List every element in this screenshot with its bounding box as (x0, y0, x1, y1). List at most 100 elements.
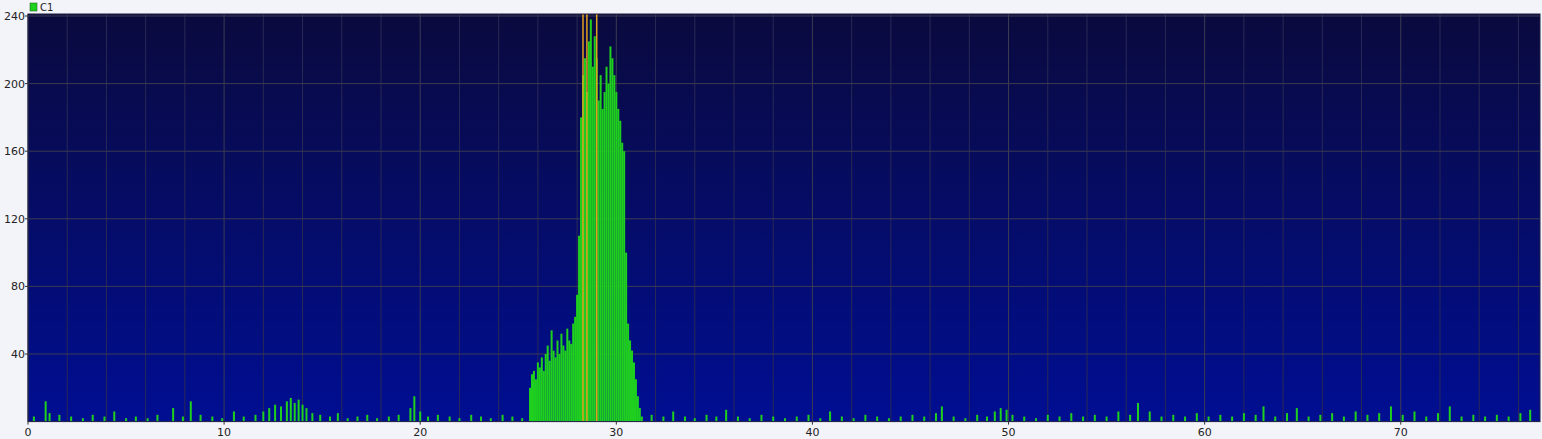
bar (694, 418, 696, 421)
bar (976, 415, 978, 422)
minor-grid-line (67, 14, 68, 422)
bar (611, 58, 613, 421)
bar (1519, 413, 1521, 421)
minor-grid-line (1047, 14, 1048, 422)
tick-label: 50 (1002, 426, 1016, 439)
bar (808, 415, 810, 422)
grid-line (812, 14, 813, 422)
tick-label: 240 (4, 10, 25, 23)
grid (28, 14, 1540, 422)
bar (1529, 410, 1531, 422)
bar (233, 411, 235, 421)
bar (1378, 413, 1380, 421)
tick-mark (25, 151, 28, 152)
bar (1425, 417, 1427, 422)
bar (1129, 415, 1131, 422)
tick-label: 200 (4, 78, 25, 91)
tick-mark (1400, 422, 1401, 425)
bar (555, 357, 557, 421)
minor-grid-line (1361, 14, 1362, 422)
bar (760, 415, 762, 422)
bar (298, 400, 300, 422)
bar (672, 411, 674, 421)
plot-frame (28, 14, 1540, 422)
bar (1059, 417, 1061, 422)
minor-grid-line (1479, 14, 1480, 422)
legend: C1 (30, 2, 53, 13)
bar (1262, 406, 1264, 421)
bar (619, 121, 621, 422)
bar (33, 417, 35, 422)
bar (1137, 403, 1139, 422)
bar (113, 411, 115, 421)
grid-line (28, 354, 1540, 355)
bar (662, 417, 664, 422)
bar (953, 417, 955, 422)
bar (356, 417, 358, 422)
bar (964, 418, 966, 421)
minor-grid-line (1283, 14, 1284, 422)
bar (190, 401, 192, 421)
tick-label: 70 (1394, 426, 1408, 439)
bar (911, 415, 913, 422)
legend-label: C1 (40, 2, 53, 13)
bar (388, 417, 390, 422)
bar (1343, 417, 1345, 422)
bar (625, 253, 627, 422)
grid-line (28, 286, 1540, 287)
tick-label: 0 (25, 426, 32, 439)
minor-grid-line (1126, 14, 1127, 422)
bar (347, 418, 349, 421)
bar (398, 415, 400, 422)
bar (572, 324, 574, 422)
bar (1286, 413, 1288, 421)
bar (409, 408, 411, 422)
bar (92, 415, 94, 422)
bar (135, 417, 137, 422)
bar (1461, 417, 1463, 422)
bar (888, 418, 890, 421)
bar (560, 334, 562, 422)
bar (521, 418, 523, 421)
bar (584, 58, 586, 421)
bar (941, 406, 943, 421)
minor-grid-line (851, 14, 852, 422)
bar (592, 67, 594, 422)
bar (684, 417, 686, 422)
bar (254, 415, 256, 422)
bar (558, 354, 560, 422)
bar (502, 415, 504, 422)
minor-grid-line (694, 14, 695, 422)
bar (594, 36, 596, 421)
grid-line (616, 14, 617, 422)
bar (986, 417, 988, 422)
tick-label: 10 (217, 426, 231, 439)
bar (725, 410, 727, 422)
bar (627, 324, 629, 422)
bar (243, 417, 245, 422)
bar (337, 413, 339, 421)
bar (615, 92, 617, 422)
bar (1308, 417, 1310, 422)
grid-line (1204, 14, 1205, 422)
minor-grid-line (1518, 14, 1519, 422)
bar (935, 413, 937, 421)
tick-label: 40 (11, 348, 25, 361)
bar (564, 351, 566, 422)
bar (49, 413, 51, 421)
minor-grid-line (1322, 14, 1323, 422)
bar (631, 351, 633, 422)
bar (470, 415, 472, 422)
bar (437, 415, 439, 422)
minor-grid-line (341, 14, 342, 422)
chart: 4080120160200240010203040506070C1 (0, 0, 1542, 439)
bar (549, 361, 551, 422)
bar (529, 388, 531, 422)
bar (598, 101, 600, 422)
cursor-line (596, 14, 598, 422)
bar (1449, 406, 1451, 421)
minor-grid-line (969, 14, 970, 422)
bar (772, 417, 774, 422)
bar (623, 151, 625, 421)
minor-grid-line (459, 14, 460, 422)
